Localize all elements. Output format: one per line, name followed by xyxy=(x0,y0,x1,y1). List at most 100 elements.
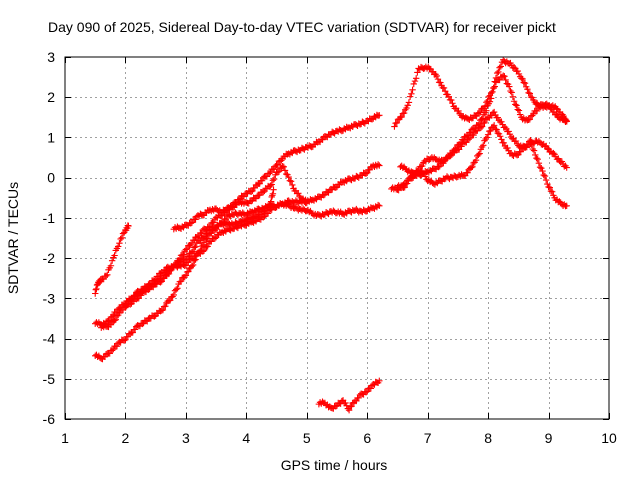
data-point-sat-i xyxy=(490,108,498,116)
data-point-sat-f xyxy=(270,175,278,183)
data-point-sat-h xyxy=(509,93,517,101)
y-axis-label: SDTVAR / TECUs xyxy=(5,182,21,294)
data-point-sat-j xyxy=(541,172,549,180)
x-tick-label: 6 xyxy=(363,430,371,446)
data-point-sat-h xyxy=(500,72,507,79)
data-point-sat-k xyxy=(514,67,521,75)
data-point-sat-j xyxy=(547,187,555,195)
data-point-sat-j xyxy=(533,154,540,162)
data-point-sat-k xyxy=(525,89,532,96)
data-point-sat-b xyxy=(191,244,198,251)
data-point-sat-d xyxy=(264,210,272,217)
data-point-sat-e xyxy=(376,112,383,119)
data-point-sat-h xyxy=(506,83,513,90)
x-tick-label: 4 xyxy=(242,430,250,446)
data-point-sat-e xyxy=(145,286,152,293)
data-point-sat-e xyxy=(206,223,214,230)
data-point-sat-a xyxy=(93,285,100,293)
data-point-sat-h xyxy=(440,84,448,92)
data-point-sat-h xyxy=(398,113,405,121)
data-point-sat-j xyxy=(492,125,499,133)
data-point-sat-a xyxy=(102,272,110,280)
data-point-sat-f xyxy=(281,167,289,174)
data-point-sat-c xyxy=(170,291,177,299)
data-point-sat-h xyxy=(449,100,456,107)
data-point-sat-j xyxy=(529,145,537,153)
data-point-sat-c xyxy=(182,272,190,279)
data-point-sat-j xyxy=(546,184,553,191)
data-point-sat-k xyxy=(478,116,485,123)
data-point-sat-j xyxy=(526,138,533,145)
data-point-sat-f xyxy=(280,163,288,171)
data-point-sat-e xyxy=(165,270,173,277)
data-point-sat-c xyxy=(376,162,383,169)
data-point-sat-h xyxy=(412,75,420,82)
data-point-sat-j xyxy=(483,134,491,141)
data-point-sat-d xyxy=(376,202,383,210)
data-point-sat-a xyxy=(107,262,115,269)
data-point-sat-j xyxy=(497,133,504,140)
data-point-sat-f xyxy=(289,181,296,189)
data-point-sat-k xyxy=(489,88,496,95)
data-point-sat-a xyxy=(117,235,124,243)
data-point-sat-f xyxy=(275,168,283,175)
data-point-sat-e xyxy=(198,229,205,237)
data-point-sat-g xyxy=(367,385,375,392)
data-point-sat-c xyxy=(173,286,180,293)
data-point-sat-d xyxy=(200,247,208,254)
data-point-sat-e xyxy=(183,245,191,253)
data-point-sat-f xyxy=(260,188,267,196)
data-point-sat-k xyxy=(444,154,451,161)
data-point-sat-a xyxy=(92,290,99,297)
data-point-sat-c xyxy=(185,268,192,275)
data-point-sat-j xyxy=(476,150,483,157)
data-point-sat-d xyxy=(204,243,211,250)
data-point-sat-k xyxy=(486,98,494,105)
data-point-sat-c xyxy=(320,191,327,199)
data-point-sat-j xyxy=(527,137,534,144)
data-point-sat-e xyxy=(205,224,213,231)
data-point-sat-j xyxy=(532,151,539,159)
data-point-sat-k xyxy=(493,69,501,77)
data-point-sat-h xyxy=(409,86,416,93)
x-tick-label: 3 xyxy=(182,430,190,446)
data-point-sat-h xyxy=(448,96,455,104)
data-point-sat-c xyxy=(159,306,167,314)
data-point-sat-j xyxy=(530,147,538,154)
x-tick-label: 8 xyxy=(484,430,492,446)
data-point-sat-j xyxy=(493,126,500,133)
data-point-sat-g xyxy=(355,394,362,402)
data-point-sat-h xyxy=(510,98,518,105)
data-point-sat-h xyxy=(433,72,440,80)
y-tick-label: 2 xyxy=(47,89,55,105)
data-point-sat-e xyxy=(210,219,217,226)
data-point-sat-h xyxy=(411,77,419,85)
data-point-sat-h xyxy=(533,107,541,115)
data-point-sat-h xyxy=(403,104,410,112)
data-point-sat-e xyxy=(180,251,187,258)
data-point-sat-k xyxy=(553,105,560,112)
data-point-sat-g xyxy=(376,377,383,384)
data-point-sat-e xyxy=(119,306,127,314)
data-point-sat-g xyxy=(342,399,349,407)
data-point-sat-j xyxy=(535,159,543,167)
data-point-sat-i xyxy=(505,128,512,135)
data-point-sat-e xyxy=(176,255,184,262)
data-point-sat-j xyxy=(403,180,411,187)
data-point-sat-a xyxy=(125,222,132,230)
data-point-sat-c xyxy=(166,297,174,304)
y-tick-label: -3 xyxy=(43,290,56,306)
data-point-sat-b xyxy=(269,192,276,199)
data-point-sat-a xyxy=(116,240,123,247)
data-point-sat-i xyxy=(435,163,442,171)
data-point-sat-h xyxy=(437,79,444,86)
data-point-sat-c xyxy=(174,285,181,292)
data-point-sat-k xyxy=(515,70,523,78)
y-tick-label: -2 xyxy=(43,250,56,266)
data-point-sat-k xyxy=(510,64,518,71)
data-point-sat-h xyxy=(508,89,515,96)
data-point-sat-a xyxy=(92,286,100,293)
data-point-sat-j xyxy=(469,163,476,171)
data-point-sat-h xyxy=(410,80,417,88)
